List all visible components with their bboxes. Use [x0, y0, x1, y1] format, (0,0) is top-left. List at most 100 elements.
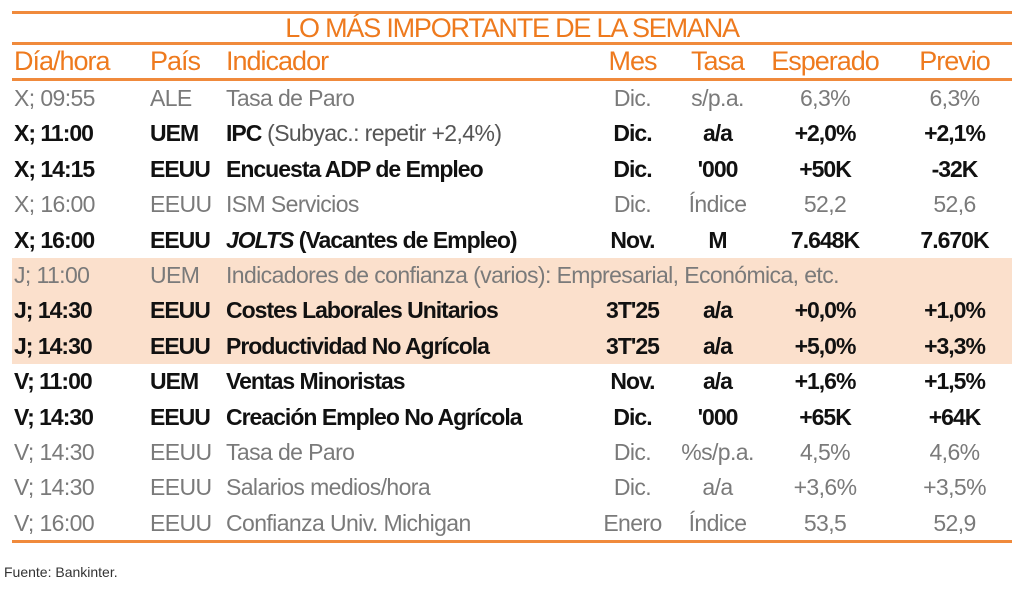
cell-dia: J; 14:30: [14, 332, 93, 359]
top-rule: [12, 11, 1012, 14]
table-row: V; 14:30 EEUU Salarios medios/hora Dic. a/a +…: [12, 470, 1012, 505]
cell-dia: V; 14:30: [14, 403, 94, 430]
cell-dia: X; 16:00: [14, 226, 95, 253]
cell-indicador: Ventas Minoristas: [226, 364, 406, 399]
cell-pais: ALE: [150, 85, 192, 111]
cell-indicador: ISM Servicios: [226, 187, 359, 222]
cell-mes: Dic.: [613, 155, 652, 182]
cell-tasa: M: [708, 226, 727, 253]
title-rule: [12, 42, 1012, 45]
cell-esperado: 6,3%: [799, 85, 851, 111]
cell-pais: EEUU: [150, 439, 212, 465]
cell-previo: +2,1%: [924, 120, 986, 147]
cell-esperado: 7.648K: [790, 226, 860, 253]
indicador-text: ISM Servicios: [226, 191, 359, 218]
cell-indicador: Costes Laborales Unitarios: [226, 293, 499, 328]
cell-dia: X; 14:15: [14, 155, 95, 182]
cell-mes: Enero: [603, 509, 662, 536]
cell-mes: Dic.: [613, 191, 652, 218]
cell-pais: EEUU: [150, 191, 212, 218]
header-previo: Previo: [919, 46, 991, 76]
cell-previo: +1,5%: [924, 368, 986, 395]
cell-indicador: Tasa de Paro: [226, 435, 355, 470]
cell-mes: Dic.: [613, 120, 652, 147]
cell-previo: +3,3%: [924, 332, 986, 359]
cell-indicador: Salarios medios/hora: [226, 470, 431, 505]
cell-previo: +64K: [928, 403, 982, 430]
cell-mes: 3T'25: [606, 332, 660, 359]
cell-mes: Dic.: [613, 474, 652, 501]
table-row: X; 11:00 UEM IPC (Subyac.: repetir +2,4%) D…: [12, 116, 1012, 151]
cell-mes: Dic.: [613, 439, 652, 465]
cell-esperado: 4,5%: [799, 439, 851, 465]
indicador-text: Costes Laborales Unitarios: [226, 297, 499, 324]
cell-mes: Dic.: [613, 85, 652, 111]
indicador-text: Creación Empleo No Agrícola: [226, 403, 522, 430]
cell-tasa: '000: [697, 403, 739, 430]
cell-tasa: a/a: [703, 297, 733, 324]
cell-esperado: +2,0%: [794, 120, 857, 147]
cell-dia: V; 16:00: [14, 509, 95, 536]
cell-mes: Dic.: [613, 403, 652, 430]
cell-indicador: Encuesta ADP de Empleo: [226, 152, 484, 187]
cell-esperado: +50K: [799, 155, 852, 182]
cell-pais: EEUU: [150, 155, 211, 182]
header-row: Día/hora País Indicador Mes Tasa Esperad…: [12, 44, 1012, 79]
cell-indicador: Creación Empleo No Agrícola: [226, 400, 522, 435]
header-esperado: Esperado: [771, 46, 880, 76]
indicador-text: (Vacantes de Empleo): [293, 226, 518, 253]
cell-esperado: +5,0%: [794, 332, 857, 359]
cell-pais: EEUU: [150, 509, 212, 536]
header-indicador: Indicador: [226, 46, 329, 76]
cell-previo: 52,9: [933, 509, 976, 536]
indicador-text: IPC: [226, 120, 262, 147]
table-row: X; 09:55 ALE Tasa de Paro Dic. s/p.a. 6,3% 6,3…: [12, 81, 1012, 116]
cell-dia: V; 14:30: [14, 474, 95, 501]
indicador-text: Tasa de Paro: [226, 85, 355, 111]
indicador-text: Encuesta ADP de Empleo: [226, 155, 484, 182]
cell-esperado: 53,5: [803, 509, 847, 536]
cell-dia: J; 11:00: [14, 262, 90, 288]
table-row: J; 11:00 UEM Indicadores de confianza (var…: [12, 258, 1012, 293]
cell-pais: EEUU: [150, 332, 211, 359]
cell-esperado: +65K: [799, 403, 852, 430]
indicador-text: Ventas Minoristas: [226, 368, 406, 395]
cell-tasa: Índice: [688, 191, 747, 218]
table-row: V; 11:00 UEM Ventas Minoristas Nov. a/a +1,6%…: [12, 364, 1012, 399]
cell-pais: EEUU: [150, 226, 211, 253]
table-row: X; 16:00 EEUU ISM Servicios Dic. Índice 52,2 5…: [12, 187, 1012, 222]
source-note: Fuente: Bankinter.: [4, 564, 118, 580]
cell-pais: EEUU: [150, 474, 212, 501]
cell-tasa: a/a: [702, 474, 733, 501]
table-row: V; 16:00 EEUU Confianza Univ. Michigan Ener…: [12, 506, 1012, 541]
cell-esperado: +1,6%: [794, 368, 857, 395]
cell-previo: 52,6: [933, 191, 976, 218]
cell-tasa: a/a: [703, 332, 733, 359]
header-mes: Mes: [608, 46, 657, 76]
cell-previo: 4,6%: [929, 439, 980, 465]
indicador-text: Indicadores de confianza (varios): Empre…: [226, 262, 839, 288]
table-title: LO MÁS IMPORTANTE DE LA SEMANA: [285, 13, 740, 43]
cell-indicador: Confianza Univ. Michigan: [226, 506, 471, 541]
indicador-text: Confianza Univ. Michigan: [226, 509, 471, 536]
cell-dia: J; 14:30: [14, 297, 93, 324]
table-row: J; 14:30 EEUU Costes Laborales Unitarios 3T…: [12, 293, 1012, 328]
indicador-text: Tasa de Paro: [226, 439, 355, 465]
cell-esperado: 52,2: [803, 191, 847, 218]
cell-tasa: a/a: [703, 368, 733, 395]
cell-indicador: JOLTS (Vacantes de Empleo): [226, 223, 518, 258]
cell-previo: -32K: [931, 155, 979, 182]
bottom-rule: [12, 540, 1012, 543]
cell-esperado: +3,6%: [793, 474, 857, 501]
header-tasa: Tasa: [690, 46, 745, 76]
cell-dia: X; 11:00: [14, 120, 94, 147]
indicador-italic: JOLTS: [226, 226, 294, 253]
cell-indicador: Tasa de Paro: [226, 81, 355, 116]
cell-tasa: %s/p.a.: [681, 439, 754, 465]
cell-indicador: IPC (Subyac.: repetir +2,4%): [226, 116, 502, 151]
cell-indicador: Indicadores de confianza (varios): Empre…: [226, 258, 839, 293]
cell-pais: UEM: [150, 368, 199, 395]
cell-previo: 7.670K: [920, 226, 989, 253]
cell-dia: V; 11:00: [14, 368, 93, 395]
table-row: V; 14:30 EEUU Creación Empleo No Agrícola D…: [12, 400, 1012, 435]
